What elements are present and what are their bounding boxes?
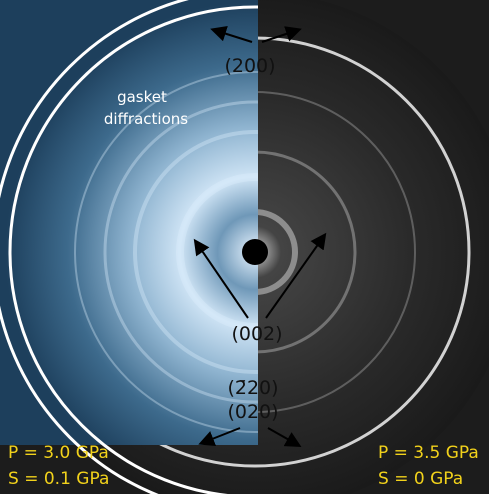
beam-stop	[242, 239, 268, 265]
pressure-left: P = 3.0 GPa	[8, 443, 109, 463]
diffraction-image: (200) gasket diffractions (002) (2̄20) (…	[0, 0, 489, 494]
label-200: (200)	[224, 55, 275, 77]
label-020: (020)	[227, 401, 278, 423]
gasket-label: diffractions	[104, 110, 188, 128]
label-220: (2̄20)	[227, 377, 278, 399]
pressure-right: P = 3.5 GPa	[378, 443, 479, 463]
shear-left: S = 0.1 GPa	[8, 469, 109, 489]
label-002: (002)	[231, 323, 282, 345]
gasket-label: gasket	[117, 88, 167, 106]
shear-right: S = 0 GPa	[378, 469, 463, 489]
